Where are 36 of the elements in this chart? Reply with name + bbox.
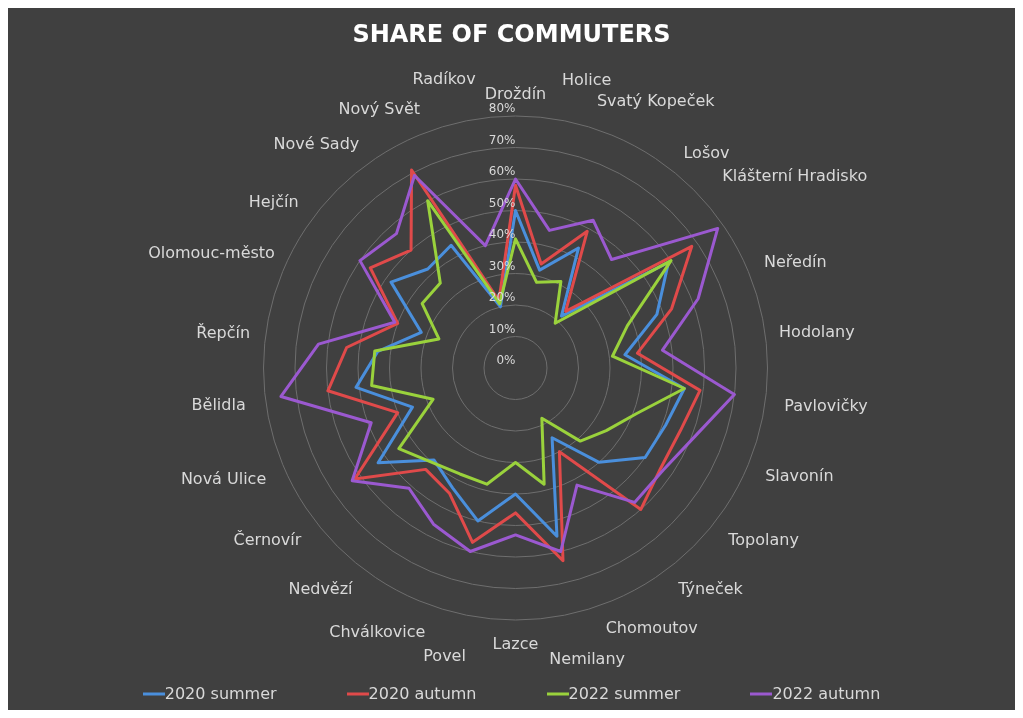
spoke-label: Lazce xyxy=(492,633,539,653)
y-tick-label: 70% xyxy=(488,132,516,147)
legend-label: 2020 autumn xyxy=(368,684,477,703)
spoke-label: Neředín xyxy=(764,252,827,272)
spoke-label: Řepčín xyxy=(196,323,251,342)
y-tick-label: 80% xyxy=(488,101,516,115)
spoke-label: Nová Ulice xyxy=(180,469,267,489)
spoke-label: Pavlovičky xyxy=(784,396,868,416)
spoke-label: Chválkovice xyxy=(329,621,426,641)
spoke-label: Topolany xyxy=(727,529,799,549)
spoke-label: Nový Svět xyxy=(338,98,420,118)
y-tick-label: 60% xyxy=(488,164,516,178)
spoke-label: Černovír xyxy=(233,529,302,549)
spoke-label: Týneček xyxy=(677,578,744,598)
spoke-label: Slavonín xyxy=(765,466,834,486)
y-tick-label: 0% xyxy=(496,353,516,367)
spoke-label: Holice xyxy=(561,69,612,89)
spoke-label: Olomouc-město xyxy=(148,243,275,263)
legend-label: 2022 autumn xyxy=(772,684,881,703)
spoke-label: Povel xyxy=(423,646,466,666)
y-tick-label: 10% xyxy=(488,321,516,336)
chart-title: SHARE OF COMMUTERS xyxy=(351,19,672,50)
spoke-label: Bělidla xyxy=(191,394,246,414)
legend-label: 2022 summer xyxy=(568,684,681,703)
spoke-label: Svatý Kopeček xyxy=(596,91,716,111)
legend-label: 2020 summer xyxy=(164,684,277,703)
spoke-label: Radíkov xyxy=(412,68,476,88)
spoke-label: Hodolany xyxy=(779,321,855,341)
spoke-label: Chomoutov xyxy=(605,618,698,638)
spoke-label: Nemilany xyxy=(549,649,626,669)
spoke-label: Nové Sady xyxy=(273,133,360,153)
spoke-label: Lošov xyxy=(683,142,730,162)
spoke-label: Klášterní Hradisko xyxy=(722,165,868,185)
spoke-label: Hejčín xyxy=(248,191,299,211)
spoke-label: Droždín xyxy=(484,83,547,103)
spoke-label: Nedvězí xyxy=(288,578,354,598)
